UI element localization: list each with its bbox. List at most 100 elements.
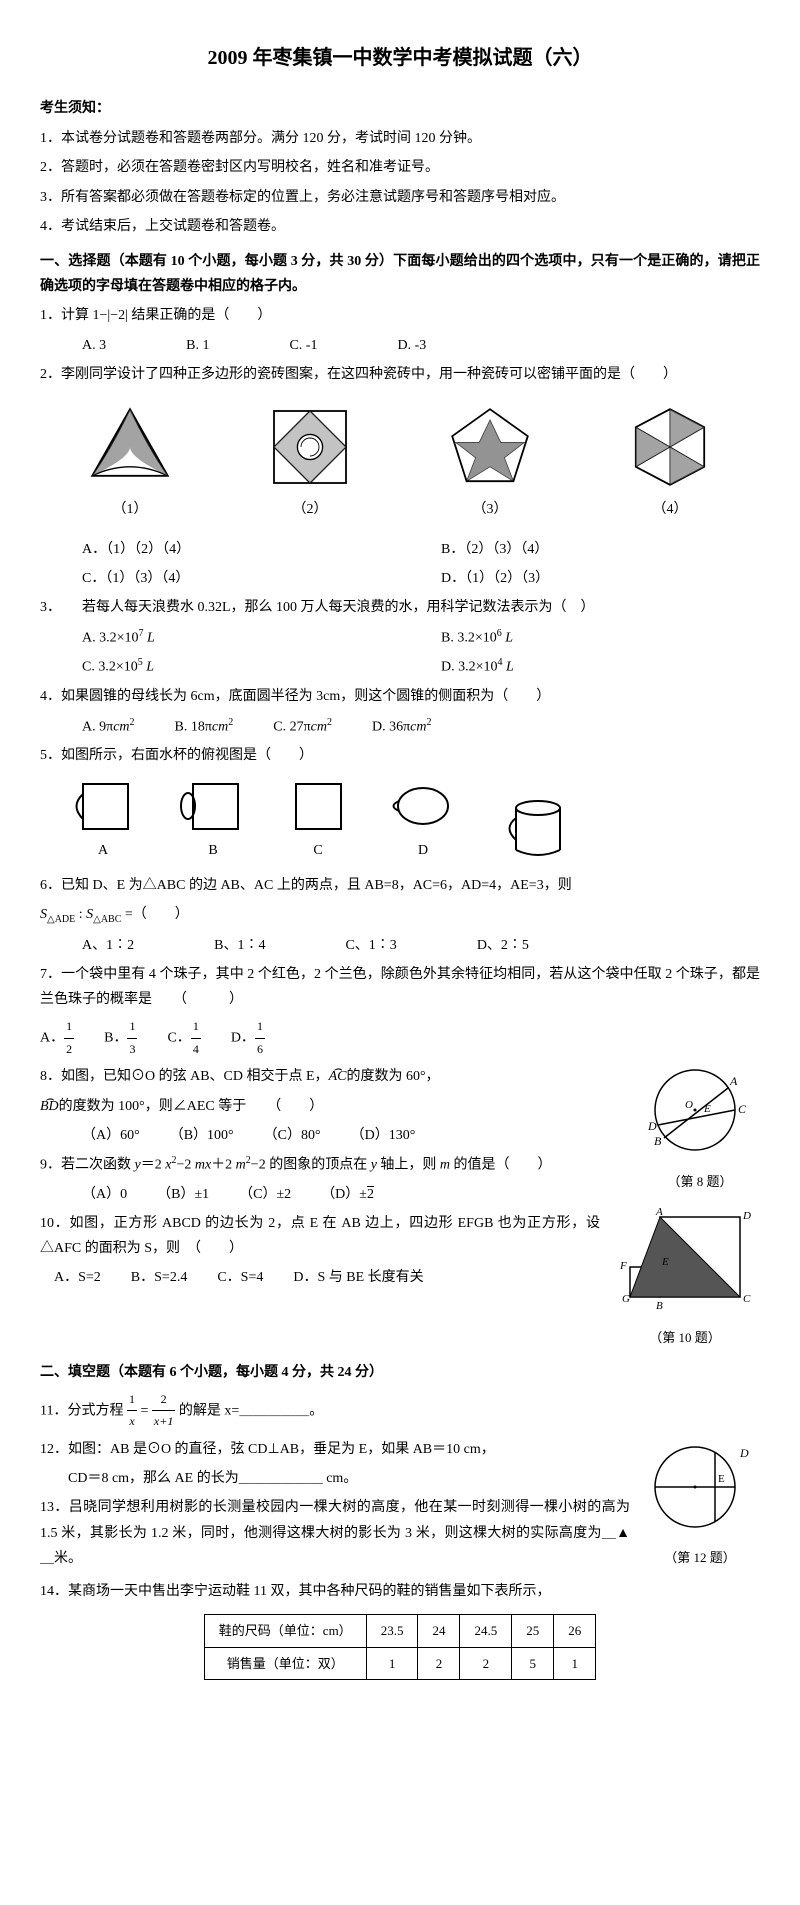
q8-figure: O A C B D E （第 8 题） xyxy=(640,1060,760,1193)
svg-text:E: E xyxy=(661,1256,669,1268)
q4-stem: 4．如果圆锥的母线长为 6cm，底面圆半径为 3cm，则这个圆锥的侧面积为（ ） xyxy=(40,684,760,709)
option: C. 3.2×105 L xyxy=(82,654,401,680)
svg-text:C: C xyxy=(738,1102,747,1116)
svg-text:D: D xyxy=(647,1119,657,1133)
table-cell: 1 xyxy=(554,1647,596,1679)
tile-1: （1） xyxy=(85,402,175,522)
q2-tiles: （1） （2） （3） （4） xyxy=(40,402,760,522)
q5-figures: A B C D xyxy=(68,779,760,863)
q12-figure: E D （第 12 题） xyxy=(640,1437,760,1570)
table-cell: 5 xyxy=(512,1647,554,1679)
q2-stem: 2．李刚同学设计了四种正多边形的瓷砖图案，在这四种瓷砖中，用一种瓷砖可以密铺平面… xyxy=(40,362,760,387)
table-cell: 25 xyxy=(512,1615,554,1647)
option: A. 9πcm2 xyxy=(82,714,135,740)
q8-caption: （第 8 题） xyxy=(640,1170,760,1193)
option: A、1∶2 xyxy=(82,933,134,958)
q6-options: A、1∶2 B、1∶4 C、1∶3 D、2∶5 xyxy=(82,933,760,958)
q1-options: A. 3 B. 1 C. -1 D. -3 xyxy=(82,333,760,358)
svg-text:E: E xyxy=(703,1103,711,1115)
section-2-heading: 二、填空题（本题有 6 个小题，每小题 4 分，共 24 分） xyxy=(40,1360,760,1385)
q8-options: （A）60° （B）100° （C）80° （D）130° xyxy=(82,1123,630,1148)
table-row: 销售量（单位：双） 1 2 2 5 1 xyxy=(204,1647,595,1679)
tile-4: （4） xyxy=(625,402,715,522)
option: （A）60° xyxy=(82,1123,140,1148)
svg-text:B: B xyxy=(654,1134,662,1148)
option: B、1∶4 xyxy=(214,933,265,958)
cup-c: C xyxy=(288,779,348,863)
table-cell: 26 xyxy=(554,1615,596,1647)
option: A．S=2 xyxy=(54,1265,101,1290)
tile-2: （2） xyxy=(265,402,355,522)
option: （B）100° xyxy=(170,1123,234,1148)
svg-text:O: O xyxy=(685,1099,693,1111)
notice-heading: 考生须知： xyxy=(40,96,760,121)
cup-d: D xyxy=(388,779,458,863)
q3-options: A. 3.2×107 L B. 3.2×106 L C. 3.2×105 L D… xyxy=(82,625,760,681)
option: （A）0 xyxy=(82,1182,127,1207)
cup-original xyxy=(498,798,568,863)
svg-text:D: D xyxy=(742,1210,751,1222)
q4-options: A. 9πcm2 B. 18πcm2 C. 27πcm2 D. 36πcm2 xyxy=(82,714,760,740)
q7-stem: 7．一个袋中里有 4 个珠子，其中 2 个红色，2 个兰色，除颜色外其余特征均相… xyxy=(40,962,760,1012)
cup-view-a xyxy=(68,779,138,834)
q10-options: A．S=2 B．S=2.4 C．S=4 D．S 与 BE 长度有关 xyxy=(54,1265,600,1290)
table-cell: 1 xyxy=(366,1647,418,1679)
option: C. -1 xyxy=(289,333,317,358)
q12-caption: （第 12 题） xyxy=(640,1546,760,1569)
cup-b: B xyxy=(178,779,248,863)
cup-a: A xyxy=(68,779,138,863)
circle-chord-perp-icon: E D xyxy=(640,1437,760,1537)
option: （B）±1 xyxy=(157,1182,209,1207)
option: D、2∶5 xyxy=(477,933,529,958)
cup-view-b xyxy=(178,779,248,834)
tile-label: （2） xyxy=(293,497,328,522)
cup-label: B xyxy=(208,838,217,863)
q9-options: （A）0 （B）±1 （C）±2 （D）±2 xyxy=(82,1182,630,1207)
table-cell: 鞋的尺码（单位：cm） xyxy=(204,1615,366,1647)
option: B. 1 xyxy=(186,333,209,358)
option: B．S=2.4 xyxy=(131,1265,188,1290)
cup-3d-icon xyxy=(498,798,568,863)
svg-text:G: G xyxy=(622,1293,630,1305)
q3-stem: 3． 若每人每天浪费水 0.32L，那么 100 万人每天浪费的水，用科学记数法… xyxy=(40,595,760,620)
squares-triangle-icon: A D C B G F E xyxy=(610,1207,760,1317)
table-cell: 23.5 xyxy=(366,1615,418,1647)
option: A. 3.2×107 L xyxy=(82,625,401,651)
tile-label: （3） xyxy=(473,497,508,522)
q1-stem: 1．计算 1−|−2| 结果正确的是（ ） xyxy=(40,303,760,328)
table-cell: 24 xyxy=(418,1615,460,1647)
cup-label: C xyxy=(313,838,322,863)
table-cell: 销售量（单位：双） xyxy=(204,1647,366,1679)
q5-stem: 5．如图所示，右面水杯的俯视图是（ ） xyxy=(40,743,760,768)
option: B. 18πcm2 xyxy=(175,714,234,740)
table-cell: 2 xyxy=(460,1647,512,1679)
option: C．（1）（3）（4） xyxy=(82,566,401,591)
q11-stem: 11．分式方程 1x = 2x+1 的解是 x=＿＿＿＿＿。 xyxy=(40,1389,760,1433)
notice-item: 3．所有答案都必须做在答题卷标定的位置上，务必注意试题序号和答题序号相对应。 xyxy=(40,185,760,210)
circle-chords-icon: O A C B D E xyxy=(640,1060,760,1160)
table-cell: 24.5 xyxy=(460,1615,512,1647)
tile-square-icon xyxy=(265,402,355,492)
svg-text:B: B xyxy=(656,1300,663,1312)
table-cell: 2 xyxy=(418,1647,460,1679)
option: B．（2）（3）（4） xyxy=(441,537,760,562)
svg-text:D: D xyxy=(739,1446,749,1460)
q10-figure: A D C B G F E （第 10 题） xyxy=(610,1207,760,1350)
option: （D）±2 xyxy=(321,1182,374,1207)
tile-label: （1） xyxy=(113,497,148,522)
tile-hexagon-icon xyxy=(625,402,715,492)
svg-text:F: F xyxy=(619,1260,627,1272)
q6-stem-b: S△ADE : S△ABC =（ ） xyxy=(40,902,760,929)
q7-options: A．12 B．13 C．14 D．16 xyxy=(40,1016,760,1060)
tile-3: （3） xyxy=(445,402,535,522)
option: D．（1）（2）（3） xyxy=(441,566,760,591)
cup-view-d xyxy=(388,779,458,834)
option: D. -3 xyxy=(397,333,426,358)
q14-stem: 14．某商场一天中售出李宁运动鞋 11 双，其中各种尺码的鞋的销售量如下表所示， xyxy=(40,1579,760,1604)
option: （D）130° xyxy=(351,1123,416,1148)
notice-item: 4．考试结束后，上交试题卷和答题卷。 xyxy=(40,214,760,239)
option: C．S=4 xyxy=(217,1265,263,1290)
notice-item: 1．本试卷分试题卷和答题卷两部分。满分 120 分，考试时间 120 分钟。 xyxy=(40,126,760,151)
tile-label: （4） xyxy=(653,497,688,522)
svg-text:E: E xyxy=(718,1473,725,1485)
